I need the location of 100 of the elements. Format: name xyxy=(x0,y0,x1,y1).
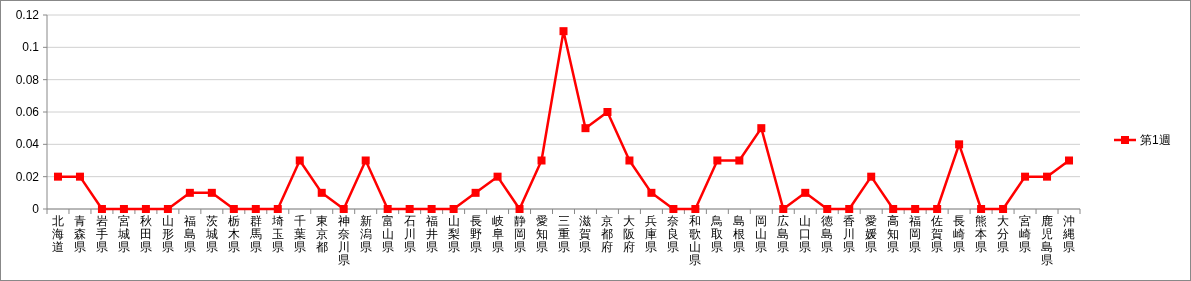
x-tick-label: 茨城県 xyxy=(204,214,218,254)
x-tick-label: 山口県 xyxy=(799,214,812,254)
point xyxy=(823,205,832,213)
x-tick-label: 山梨県 xyxy=(447,214,460,254)
x-tick-label: 新潟県 xyxy=(359,214,372,254)
y-tick-label: 0.02 xyxy=(15,169,40,184)
point xyxy=(669,205,678,213)
point xyxy=(625,156,634,165)
x-tick-label: 千葉県 xyxy=(293,214,306,254)
y-tick-label: 0.08 xyxy=(15,72,40,87)
point xyxy=(559,27,568,36)
x-tick-label: 京都府 xyxy=(601,214,614,254)
x-tick-label: 徳島県 xyxy=(821,214,834,254)
point xyxy=(405,205,414,213)
y-tick-label: 0 xyxy=(32,202,40,216)
point xyxy=(647,188,656,197)
point xyxy=(141,205,150,213)
x-tick-label: 岩手県 xyxy=(95,214,108,254)
point xyxy=(757,124,766,133)
point xyxy=(427,205,436,213)
x-tick-label: 埼玉県 xyxy=(270,214,284,254)
point xyxy=(537,156,546,165)
x-tick-label: 奈良県 xyxy=(667,214,680,254)
x-tick-label: 島根県 xyxy=(733,214,746,254)
point xyxy=(845,205,854,213)
point xyxy=(53,172,62,181)
point xyxy=(229,205,238,213)
x-tick-label: 東京都 xyxy=(315,214,328,254)
x-tick-label: 福島県 xyxy=(183,214,196,254)
point xyxy=(471,188,480,197)
x-tick-label: 滋賀県 xyxy=(579,214,592,254)
point xyxy=(911,205,920,213)
x-tick-label: 広島県 xyxy=(777,214,790,254)
point xyxy=(207,188,216,197)
y-tick-label: 0.12 xyxy=(15,8,40,22)
x-tick-label: 三重県 xyxy=(557,214,570,254)
point xyxy=(449,205,458,213)
point xyxy=(383,205,392,213)
point xyxy=(713,156,722,165)
x-tick-label: 福井県 xyxy=(425,214,438,254)
point xyxy=(1021,172,1030,181)
y-tick-label: 0.1 xyxy=(22,40,40,55)
point xyxy=(185,188,194,197)
x-tick-label: 岡山県 xyxy=(755,214,768,254)
point xyxy=(581,124,590,133)
x-tick-label: 鹿児島県 xyxy=(1041,214,1054,267)
x-tick-label: 山形県 xyxy=(161,214,174,254)
x-tick-label: 宮崎県 xyxy=(1019,214,1032,254)
x-tick-label: 秋田県 xyxy=(139,214,152,254)
point xyxy=(339,205,348,213)
point xyxy=(691,205,700,213)
point xyxy=(955,140,964,149)
x-tick-label: 宮城県 xyxy=(116,214,130,254)
x-tick-label: 佐賀県 xyxy=(931,214,944,254)
x-tick-label: 大分県 xyxy=(997,214,1010,254)
x-tick-label: 和歌山県 xyxy=(689,214,702,267)
point xyxy=(317,188,326,197)
x-tick-label: 栃木県 xyxy=(227,214,240,254)
x-tick-label: 神奈川県 xyxy=(337,214,350,267)
point xyxy=(999,205,1008,213)
x-tick-label: 愛媛県 xyxy=(865,214,878,254)
point xyxy=(1065,156,1074,165)
x-tick-label: 愛知県 xyxy=(535,214,548,254)
y-tick-label: 0.06 xyxy=(15,105,40,119)
point xyxy=(273,205,282,213)
x-tick-label: 石川県 xyxy=(403,214,416,254)
point xyxy=(75,172,84,181)
point xyxy=(163,205,172,213)
x-tick-label: 鳥取県 xyxy=(710,214,724,254)
x-tick-label: 北海道 xyxy=(51,214,64,254)
x-tick-label: 香川県 xyxy=(843,214,856,254)
x-tick-label: 青森県 xyxy=(73,214,86,254)
point xyxy=(933,205,942,213)
point xyxy=(867,172,876,181)
point xyxy=(97,205,106,213)
point xyxy=(1043,172,1052,181)
point xyxy=(977,205,986,213)
x-tick-label: 兵庫県 xyxy=(645,214,658,254)
point xyxy=(603,108,612,116)
x-tick-label: 高知県 xyxy=(887,214,900,254)
x-tick-label: 岐阜県 xyxy=(491,214,504,254)
y-tick-label: 0.04 xyxy=(15,137,40,152)
x-tick-label: 長野県 xyxy=(469,214,482,254)
point xyxy=(889,205,898,213)
x-tick-label: 長崎県 xyxy=(953,214,966,254)
point xyxy=(361,156,370,165)
x-tick-label: 富山県 xyxy=(381,214,394,254)
x-tick-label: 沖縄県 xyxy=(1062,214,1076,254)
x-tick-label: 熊本県 xyxy=(975,214,988,254)
legend-label: 第1週 xyxy=(1140,133,1171,147)
x-tick-label: 群馬県 xyxy=(248,214,262,254)
x-tick-label: 福岡県 xyxy=(909,214,922,254)
point xyxy=(801,188,810,197)
point xyxy=(251,205,260,213)
point xyxy=(493,172,502,181)
point xyxy=(735,156,744,165)
point xyxy=(119,205,128,213)
point xyxy=(295,156,304,165)
x-tick-label: 大阪府 xyxy=(623,214,636,254)
x-tick-label: 静岡県 xyxy=(513,214,526,254)
